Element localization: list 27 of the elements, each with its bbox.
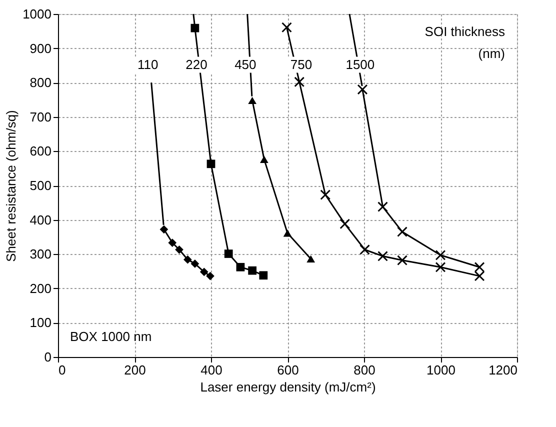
x-tick-label: 0 <box>58 362 66 378</box>
y-tick-label: 600 <box>30 144 52 159</box>
y-tick-label: 200 <box>30 280 52 296</box>
y-tick-label: 500 <box>30 178 52 193</box>
y-tick-label: 100 <box>30 315 52 330</box>
annotation: SOI thickness (nm) <box>424 24 506 61</box>
y-tick-label: 1000 <box>22 6 52 22</box>
annotation: BOX 1000 nm <box>70 329 152 344</box>
x-tick-label: 600 <box>277 362 299 378</box>
x-tick-label: 200 <box>124 362 146 378</box>
x-tick-label: 1200 <box>488 362 518 378</box>
x-tick-label: 800 <box>354 362 376 378</box>
x-axis-title: Laser energy density (mJ/cm²) <box>200 380 376 394</box>
annotation: 220 <box>186 56 208 72</box>
y-axis-title: Sheet resistance (ohm/sq) <box>4 110 19 262</box>
x-tick-label: 1000 <box>426 362 456 378</box>
annotation: 1500 <box>346 56 375 72</box>
x-tick-label: 400 <box>200 362 222 378</box>
y-tick-label: 300 <box>30 246 52 262</box>
y-tick-label: 800 <box>30 75 52 90</box>
y-tick-label: 400 <box>30 212 52 228</box>
annotation: 110 <box>138 56 158 72</box>
y-tick-label: 700 <box>30 109 52 124</box>
annotation: 750 <box>290 56 312 72</box>
y-tick-label: 900 <box>30 40 52 56</box>
annotation: 450 <box>234 56 256 72</box>
y-tick-label: 0 <box>44 350 52 364</box>
